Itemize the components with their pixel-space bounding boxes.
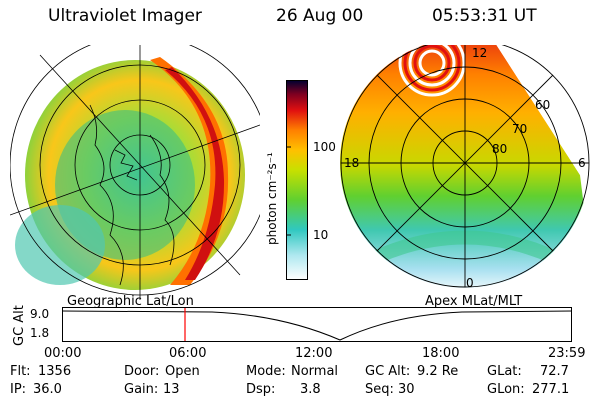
colorbar-tick-10: 10 <box>313 228 329 242</box>
door-value: Open <box>165 364 200 379</box>
altitude-xtick-3: 18:00 <box>422 346 460 361</box>
glon-label: GLon: <box>487 382 525 397</box>
colorbar <box>286 80 308 280</box>
gain-label: Gain: <box>124 382 159 397</box>
glat-label: GLat: <box>487 364 522 379</box>
instrument-title: Ultraviolet Imager <box>48 6 202 26</box>
altitude-xtick-4: 23:59 <box>548 346 586 361</box>
time-label: 05:53:31 UT <box>432 6 537 26</box>
polar-lat-80: 80 <box>492 142 508 156</box>
polar-mlt-0: 0 <box>466 276 474 290</box>
altitude-ytick-top: 9.0 <box>30 307 50 321</box>
altitude-ylabel: GC Alt <box>12 305 27 346</box>
glon-value: 277.1 <box>532 382 570 397</box>
polar-image <box>340 45 590 288</box>
altitude-xtick-1: 06:00 <box>169 346 207 361</box>
altitude-xtick-2: 12:00 <box>295 346 333 361</box>
flt-value: 1356 <box>38 364 72 379</box>
dsp-label: Dsp: <box>246 382 276 397</box>
polar-lat-60: 60 <box>535 98 551 112</box>
date-label: 26 Aug 00 <box>276 6 364 26</box>
polar-mlt-18: 18 <box>344 156 360 170</box>
glat-value: 72.7 <box>540 364 569 379</box>
polar-mlt-6: 6 <box>578 156 586 170</box>
colorbar-tick-100: 100 <box>313 140 336 154</box>
mode-value: Normal <box>291 364 339 379</box>
ip-value: 36.0 <box>33 382 62 397</box>
ip-label: IP: <box>10 382 27 397</box>
apex-label: Apex MLat/MLT <box>425 294 523 309</box>
gcalt-value: 9.2 Re <box>417 364 459 379</box>
altitude-ytick-bottom: 1.8 <box>30 326 50 340</box>
polar-lat-70: 70 <box>512 122 528 136</box>
polar-mlt-12: 12 <box>472 46 488 60</box>
door-label: Door: <box>124 364 160 379</box>
seq-value: 30 <box>398 382 415 397</box>
altitude-plot <box>62 307 572 342</box>
gcalt-label: GC Alt: <box>365 364 411 379</box>
geographic-image <box>10 45 260 300</box>
gain-value: 13 <box>163 382 180 397</box>
dsp-value: 3.8 <box>300 382 321 397</box>
seq-label: Seq: <box>365 382 394 397</box>
mode-label: Mode: <box>246 364 286 379</box>
geographic-label: Geographic Lat/Lon <box>67 294 194 309</box>
flt-label: Flt: <box>10 364 31 379</box>
colorbar-unit-label: photon cm⁻²s⁻¹ <box>265 152 279 245</box>
altitude-xtick-0: 00:00 <box>44 346 82 361</box>
